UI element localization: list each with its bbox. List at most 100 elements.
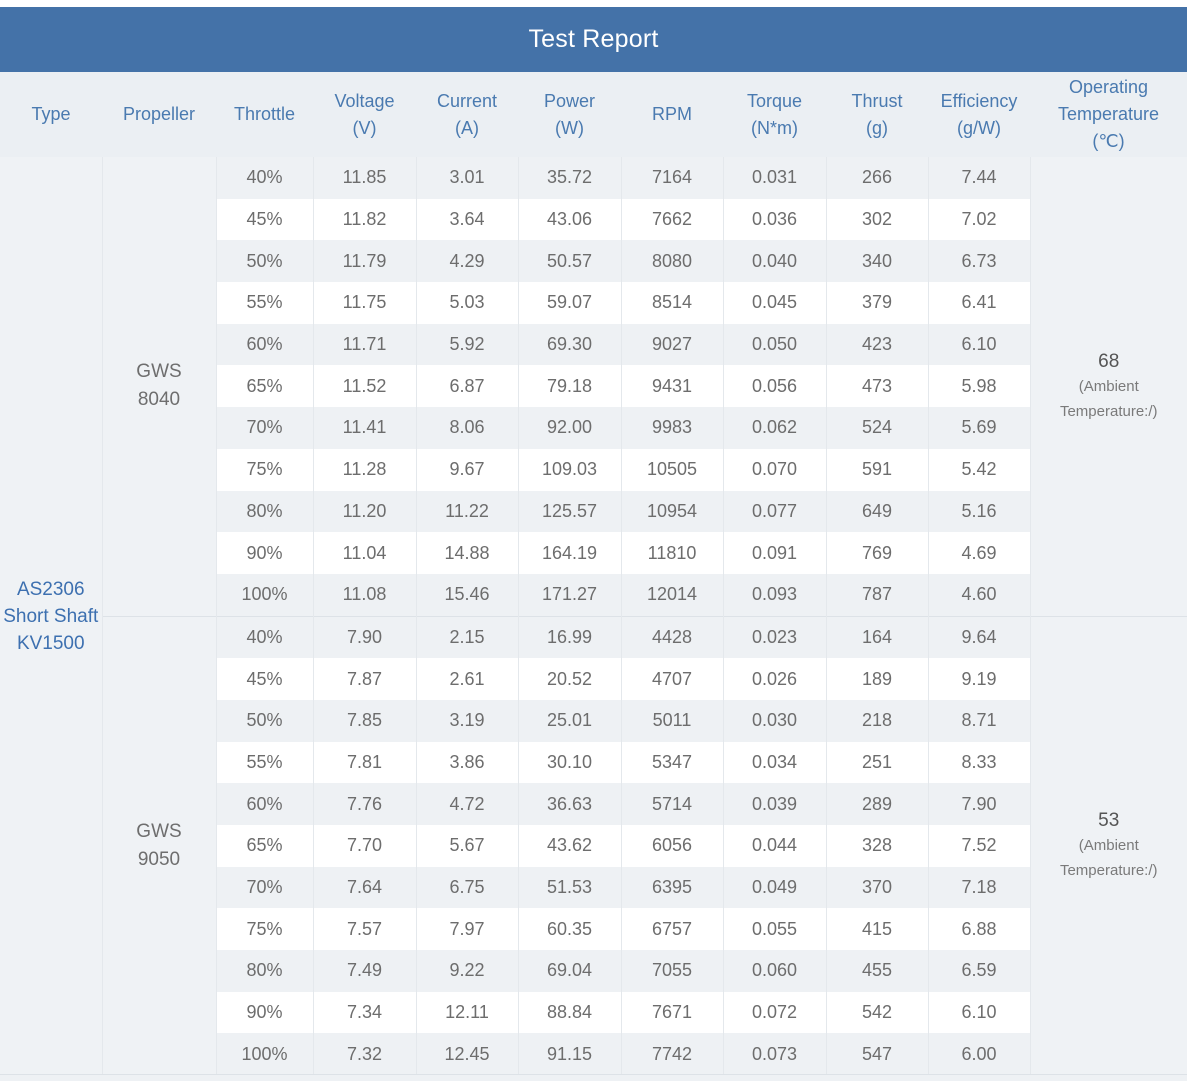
torque-cell: 0.036 [723,199,826,241]
thrust-cell: 370 [826,867,928,909]
current-cell: 2.15 [416,616,518,658]
thrust-cell: 302 [826,199,928,241]
power-cell: 50.57 [518,240,621,282]
power-cell: 125.57 [518,491,621,533]
thrust-cell: 340 [826,240,928,282]
voltage-cell: 11.82 [313,199,416,241]
rpm-cell: 10505 [621,449,723,491]
throttle-cell: 55% [216,282,313,324]
power-cell: 25.01 [518,700,621,742]
efficiency-cell: 9.19 [928,658,1030,700]
rpm-cell: 6395 [621,867,723,909]
voltage-cell: 7.85 [313,700,416,742]
torque-cell: 0.077 [723,491,826,533]
throttle-cell: 50% [216,700,313,742]
temperature-value: 68 [1031,349,1187,374]
torque-cell: 0.055 [723,908,826,950]
voltage-cell: 11.04 [313,532,416,574]
thrust-cell: 591 [826,449,928,491]
current-cell: 7.97 [416,908,518,950]
current-cell: 3.19 [416,700,518,742]
power-cell: 164.19 [518,532,621,574]
throttle-cell: 75% [216,449,313,491]
efficiency-cell: 6.88 [928,908,1030,950]
throttle-cell: 80% [216,950,313,992]
torque-cell: 0.060 [723,950,826,992]
torque-cell: 0.034 [723,742,826,784]
power-cell: 51.53 [518,867,621,909]
current-cell: 8.06 [416,407,518,449]
efficiency-cell: 6.73 [928,240,1030,282]
column-header-throttle: Throttle [216,72,313,157]
efficiency-cell: 4.60 [928,574,1030,616]
thrust-cell: 649 [826,491,928,533]
current-cell: 9.67 [416,449,518,491]
throttle-cell: 55% [216,742,313,784]
throttle-cell: 100% [216,1033,313,1075]
power-cell: 69.04 [518,950,621,992]
power-cell: 59.07 [518,282,621,324]
current-cell: 4.29 [416,240,518,282]
efficiency-cell: 6.00 [928,1033,1030,1075]
torque-cell: 0.044 [723,825,826,867]
thrust-cell: 542 [826,992,928,1034]
torque-cell: 0.030 [723,700,826,742]
rpm-cell: 4707 [621,658,723,700]
throttle-cell: 90% [216,992,313,1034]
rpm-cell: 7671 [621,992,723,1034]
voltage-cell: 7.34 [313,992,416,1034]
thrust-cell: 189 [826,658,928,700]
rpm-cell: 6056 [621,825,723,867]
column-header-propeller: Propeller [102,72,216,157]
rpm-cell: 10954 [621,491,723,533]
torque-cell: 0.050 [723,324,826,366]
rpm-cell: 7164 [621,157,723,199]
torque-cell: 0.031 [723,157,826,199]
throttle-cell: 50% [216,240,313,282]
rpm-cell: 9983 [621,407,723,449]
current-cell: 3.86 [416,742,518,784]
column-header-power: Power(W) [518,72,621,157]
voltage-cell: 7.81 [313,742,416,784]
power-cell: 88.84 [518,992,621,1034]
current-cell: 5.03 [416,282,518,324]
current-cell: 4.72 [416,783,518,825]
thrust-cell: 547 [826,1033,928,1075]
column-header-efficiency: Efficiency(g/W) [928,72,1030,157]
throttle-cell: 75% [216,908,313,950]
report-title: Test Report [0,7,1187,72]
rpm-cell: 8080 [621,240,723,282]
throttle-cell: 65% [216,365,313,407]
thrust-cell: 379 [826,282,928,324]
voltage-cell: 11.75 [313,282,416,324]
rpm-cell: 12014 [621,574,723,616]
efficiency-cell: 8.71 [928,700,1030,742]
voltage-cell: 7.49 [313,950,416,992]
current-cell: 6.87 [416,365,518,407]
current-cell: 12.11 [416,992,518,1034]
thrust-cell: 164 [826,616,928,658]
power-cell: 109.03 [518,449,621,491]
thrust-cell: 289 [826,783,928,825]
efficiency-cell: 7.52 [928,825,1030,867]
thrust-cell: 266 [826,157,928,199]
voltage-cell: 7.32 [313,1033,416,1075]
efficiency-cell: 7.02 [928,199,1030,241]
torque-cell: 0.045 [723,282,826,324]
rpm-cell: 7662 [621,199,723,241]
thrust-cell: 218 [826,700,928,742]
throttle-cell: 40% [216,157,313,199]
power-cell: 171.27 [518,574,621,616]
voltage-cell: 11.28 [313,449,416,491]
throttle-cell: 65% [216,825,313,867]
current-cell: 15.46 [416,574,518,616]
current-cell: 9.22 [416,950,518,992]
power-cell: 92.00 [518,407,621,449]
top-strip [0,0,1187,7]
efficiency-cell: 6.59 [928,950,1030,992]
current-cell: 12.45 [416,1033,518,1075]
